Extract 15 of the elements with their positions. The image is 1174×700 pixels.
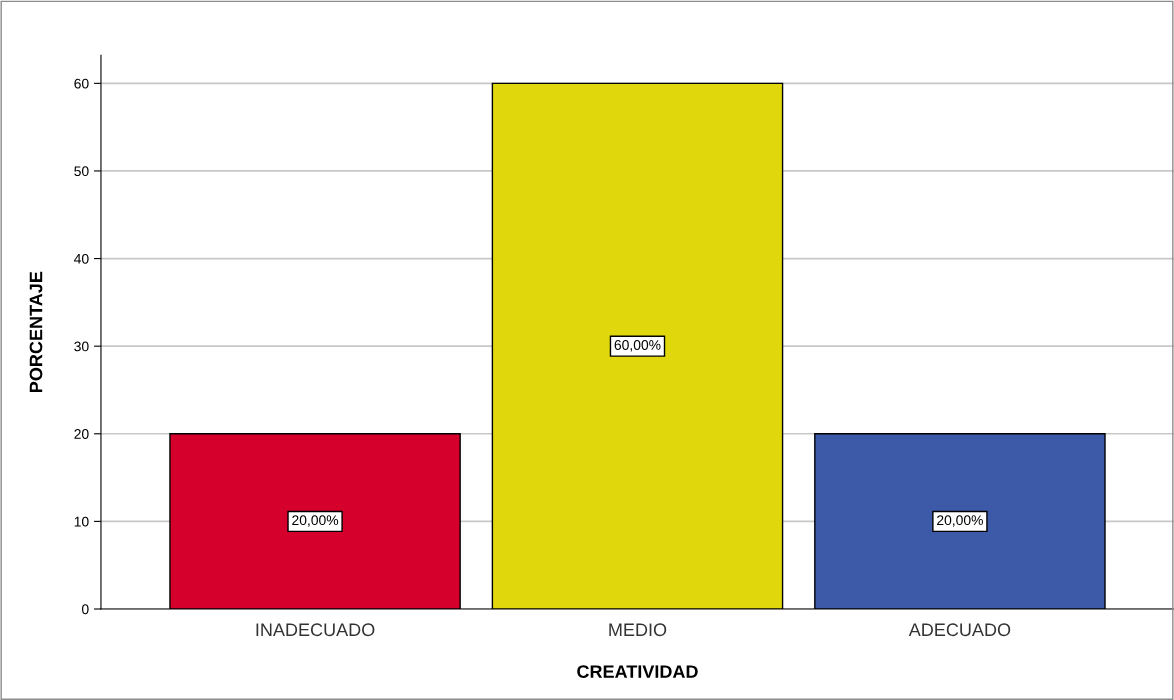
y-tick-label: 50 (74, 166, 89, 177)
x-tick-label: MEDIO (609, 623, 667, 637)
y-tick-label: 40 (74, 253, 89, 264)
x-axis-title: CREATIVIDAD (577, 665, 698, 678)
x-tick-label: INADECUADO (256, 623, 375, 637)
data-label: 20,00% (937, 515, 983, 527)
data-label: 20,00% (292, 515, 339, 527)
y-axis-title: PORCENTAJE (29, 271, 43, 392)
y-tick-label: 30 (74, 341, 89, 352)
y-tick-label: 20 (74, 429, 89, 439)
x-tick-label: ADECUADO (908, 623, 1011, 637)
y-tick-label: 10 (74, 516, 89, 527)
data-label: 60,00% (614, 340, 661, 352)
y-tick-label: 0 (81, 604, 89, 615)
y-tick-label: 60 (74, 78, 89, 89)
